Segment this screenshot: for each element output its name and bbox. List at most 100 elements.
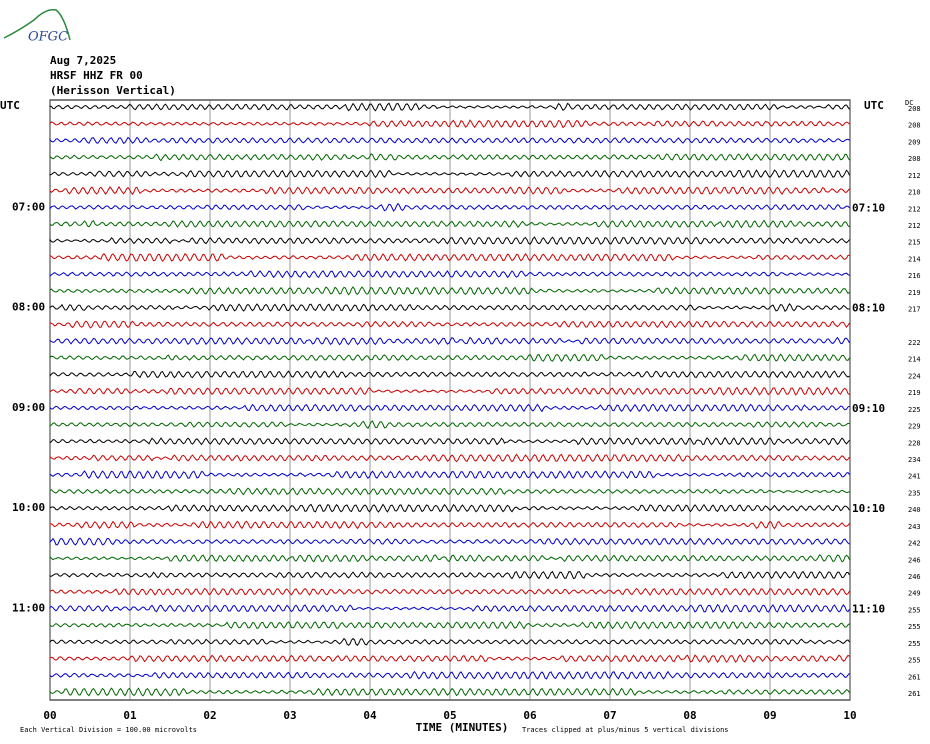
dc-value: 212 (908, 222, 921, 230)
seismic-trace (49, 487, 850, 496)
station: HRSF HHZ FR 00 (50, 69, 143, 82)
seismic-trace (49, 603, 850, 613)
dc-value: 240 (908, 506, 921, 514)
seismic-trace (49, 119, 850, 129)
date: Aug 7,2025 (50, 54, 116, 67)
x-tick-label: 03 (283, 709, 296, 722)
x-tick-label: 01 (123, 709, 137, 722)
dc-value: 255 (908, 657, 921, 665)
x-tick-label: 06 (523, 709, 537, 722)
seismic-trace (49, 470, 850, 480)
dc-value: 209 (908, 138, 921, 146)
time-label-right: 07:10 (852, 201, 885, 214)
dc-value: 246 (908, 556, 921, 564)
seismic-trace (49, 286, 850, 296)
utc-right: UTC (864, 99, 884, 112)
seismic-trace (49, 303, 850, 313)
seismic-trace (49, 202, 850, 212)
time-label-right: 11:10 (852, 602, 885, 615)
dc-value: 214 (908, 356, 921, 364)
dc-value: 219 (908, 289, 921, 297)
dc-value: 208 (908, 122, 921, 130)
seismic-trace (49, 353, 850, 363)
dc-value: 225 (908, 406, 921, 414)
seismic-trace (49, 654, 850, 663)
time-label-left: 10:00 (12, 501, 45, 514)
dc-value: 214 (908, 255, 921, 263)
seismic-trace (49, 687, 850, 697)
dc-value: 217 (908, 306, 921, 314)
time-label-left: 07:00 (12, 200, 45, 213)
seismic-trace (49, 219, 850, 229)
footer-left: Each Vertical Division = 100.00 microvol… (20, 726, 197, 734)
footer-right: Traces clipped at plus/minus 5 vertical … (522, 726, 729, 734)
seismic-trace (49, 153, 850, 162)
time-label-left: 11:00 (12, 601, 45, 614)
x-tick-label: 04 (363, 709, 377, 722)
dc-value: 210 (908, 189, 921, 197)
dc-value: 261 (908, 673, 921, 681)
seismic-trace (49, 587, 850, 596)
seismic-trace (49, 554, 850, 563)
dc-value: 246 (908, 573, 921, 581)
dc-value: 212 (908, 205, 921, 213)
time-label-right: 08:10 (852, 302, 885, 315)
seismic-trace (49, 503, 850, 513)
x-tick-label: 05 (443, 709, 456, 722)
seismic-trace (49, 185, 850, 196)
dc-value: 229 (908, 423, 921, 431)
x-tick-label: 09 (763, 709, 776, 722)
x-tick-label: 08 (683, 709, 696, 722)
dc-value: 228 (908, 439, 921, 447)
dc-value: 208 (908, 155, 921, 163)
dc-value: 234 (908, 456, 921, 464)
seismic-trace (49, 570, 850, 580)
time-label-left: 08:00 (12, 301, 45, 314)
logo-mark (3, 8, 71, 41)
seismic-trace (49, 386, 850, 396)
logo-text: OFGC (28, 30, 68, 45)
dc-value: 243 (908, 523, 921, 531)
seismic-trace (49, 620, 850, 630)
x-tick-label: 00 (43, 709, 56, 722)
x-tick-label: 02 (203, 709, 216, 722)
dc-title: DC (905, 99, 913, 107)
dc-value: 224 (908, 372, 921, 380)
dc-value: 208 (908, 105, 921, 113)
seismic-trace (49, 252, 850, 262)
utc-left: UTC (0, 99, 20, 112)
x-axis-title: TIME (MINUTES) (416, 721, 509, 734)
dc-value: 222 (908, 339, 921, 347)
dc-value: 216 (908, 272, 921, 280)
dc-value: 261 (908, 690, 921, 698)
seismic-trace (49, 136, 850, 144)
seismic-trace (49, 537, 850, 546)
dc-value: 255 (908, 640, 921, 648)
dc-value: 215 (908, 239, 921, 247)
seismic-trace (49, 270, 850, 279)
seismic-trace (49, 169, 850, 179)
seismic-trace (49, 670, 850, 680)
time-label-right: 09:10 (852, 402, 885, 415)
dc-value: 242 (908, 540, 921, 548)
x-tick-label: 10 (843, 709, 856, 722)
dc-value: 212 (908, 172, 921, 180)
seismic-trace (49, 520, 850, 530)
channel: (Herisson Vertical) (50, 84, 176, 97)
dc-value: 255 (908, 623, 921, 631)
seismic-trace (49, 370, 850, 379)
seismic-trace (49, 637, 850, 647)
dc-value: 249 (908, 590, 921, 598)
seismic-trace (49, 320, 850, 329)
seismic-trace (49, 403, 850, 413)
x-tick-label: 07 (603, 709, 616, 722)
seismic-trace (49, 236, 850, 245)
seismic-trace (49, 336, 850, 346)
seismic-trace (49, 453, 850, 463)
dc-value: 235 (908, 489, 921, 497)
seismic-trace (49, 437, 850, 446)
time-label-left: 09:00 (12, 401, 45, 414)
seismic-trace (49, 420, 850, 430)
dc-value: 255 (908, 606, 921, 614)
